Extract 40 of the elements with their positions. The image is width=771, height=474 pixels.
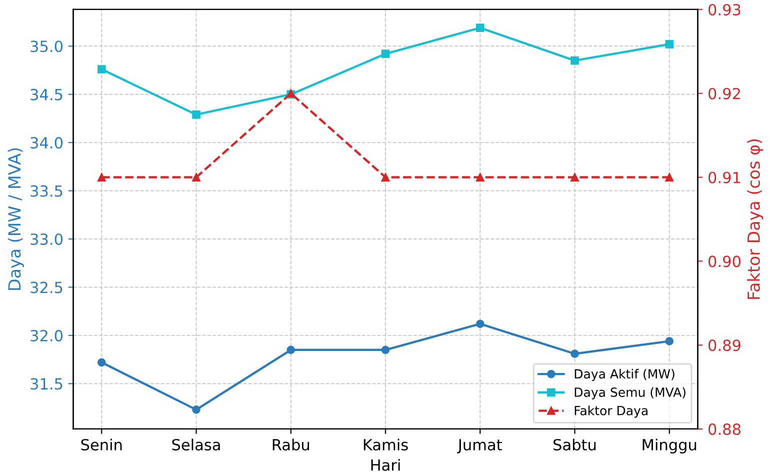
- point: [476, 320, 484, 328]
- y-tick-label: 35.0: [30, 40, 63, 52]
- legend-label: Daya Semu (MVA): [574, 387, 686, 400]
- point: [97, 65, 106, 74]
- point: [286, 346, 296, 354]
- x-tick-label: Rabu: [272, 438, 309, 451]
- y2-tick-label: 0.88: [708, 423, 740, 435]
- x-tick-label: Senin: [81, 438, 122, 451]
- y2-tick-label: 0.92: [708, 88, 740, 100]
- x-tick-label: Kamis: [364, 438, 408, 451]
- point: [97, 358, 106, 367]
- x-tick-label: Minggu: [642, 438, 696, 454]
- y-tick-label: 34.0: [30, 137, 63, 149]
- y-tick-label: 33.0: [30, 233, 63, 246]
- y-tick-label: 32.5: [30, 282, 62, 294]
- y2-axis-title: Faktor Daya (cos φ): [747, 139, 764, 299]
- point: [665, 337, 674, 346]
- point: [192, 110, 200, 119]
- point: [381, 50, 390, 58]
- x-tick-label: Jumat: [457, 439, 502, 454]
- y-axis-title: Daya (MW / MVA): [8, 148, 24, 290]
- y-tick-label: 33.5: [30, 185, 62, 197]
- y-tick-label: 32.0: [30, 330, 63, 342]
- y2-tick-label: 0.90: [708, 256, 740, 268]
- legend-label: Faktor Daya: [574, 406, 648, 418]
- legend-label: Daya Aktif (MW): [574, 368, 674, 382]
- point: [192, 406, 200, 414]
- y2-tick-label: 0.93: [708, 4, 740, 16]
- x-axis-title: Hari: [371, 459, 400, 471]
- x-tick-label: Sabtu: [554, 438, 596, 451]
- point: [570, 56, 579, 65]
- x-tick-label: Selasa: [172, 438, 220, 451]
- point: [570, 350, 579, 358]
- y-tick-label: 31.5: [30, 378, 62, 390]
- y2-tick-label: 0.89: [708, 340, 740, 352]
- y-tick-label: 34.5: [30, 88, 62, 100]
- point: [381, 346, 390, 354]
- point: [665, 40, 674, 48]
- y2-tick-label: 0.91: [708, 172, 740, 184]
- point: [476, 24, 484, 32]
